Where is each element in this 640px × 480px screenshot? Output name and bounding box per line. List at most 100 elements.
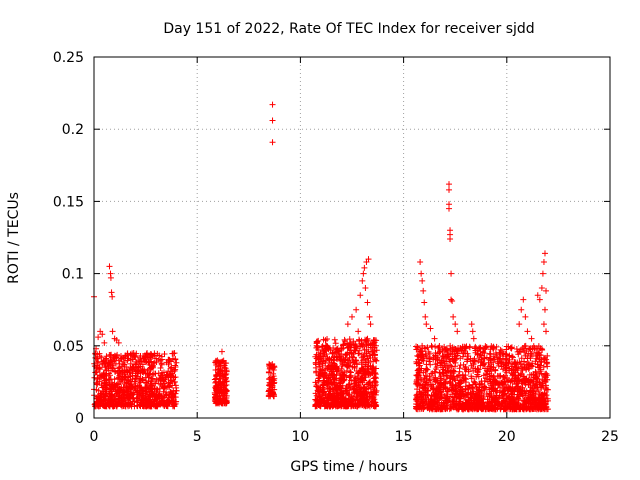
data-point (543, 386, 550, 393)
data-point (362, 385, 369, 392)
data-point (459, 390, 466, 397)
data-point (129, 364, 136, 371)
data-point (369, 393, 376, 400)
data-point (360, 369, 367, 376)
data-point (136, 382, 143, 389)
data-point (413, 358, 420, 365)
data-point (418, 357, 425, 364)
data-point (171, 390, 178, 397)
data-point (151, 398, 158, 405)
data-point (539, 347, 546, 354)
data-point (462, 345, 469, 352)
data-point (447, 378, 454, 385)
data-point (536, 401, 543, 408)
data-point (133, 389, 140, 396)
data-point (329, 349, 336, 356)
data-point (151, 360, 158, 367)
data-point (341, 402, 348, 409)
data-point (122, 373, 129, 380)
data-point (135, 397, 142, 404)
data-point (417, 259, 424, 266)
data-point (473, 404, 480, 411)
grid-lines (94, 57, 610, 418)
x-tick-label: 10 (291, 429, 309, 445)
data-point (215, 388, 222, 395)
data-point (531, 345, 538, 352)
data-point (487, 346, 494, 353)
data-point (423, 366, 430, 373)
data-point (129, 401, 136, 408)
data-point (317, 366, 324, 373)
data-point (324, 336, 331, 343)
data-point (425, 349, 432, 356)
data-point (161, 350, 168, 357)
data-point (157, 364, 164, 371)
data-point (331, 392, 338, 399)
data-point (470, 399, 477, 406)
data-point (321, 399, 328, 406)
data-point (131, 354, 138, 361)
data-point (323, 375, 330, 382)
data-point (359, 277, 366, 284)
data-point (420, 287, 427, 294)
data-point (336, 354, 343, 361)
data-point (462, 366, 469, 373)
data-point (527, 384, 534, 391)
data-point (465, 389, 472, 396)
data-point (211, 395, 218, 402)
data-points (91, 101, 552, 413)
data-point (315, 378, 322, 385)
data-point (537, 400, 544, 407)
data-point (453, 352, 460, 359)
data-point (372, 381, 379, 388)
data-point (373, 357, 380, 364)
data-point (371, 403, 378, 410)
data-point (447, 345, 454, 352)
data-point (419, 277, 426, 284)
data-point (358, 354, 365, 361)
data-point (139, 376, 146, 383)
data-point (340, 341, 347, 348)
data-point (447, 235, 454, 242)
data-point (102, 388, 109, 395)
chart-title: Day 151 of 2022, Rate Of TEC Index for r… (163, 21, 534, 37)
data-point (160, 388, 167, 395)
data-point (157, 372, 164, 379)
data-point (222, 386, 229, 393)
data-point (313, 402, 320, 409)
data-point (220, 379, 227, 386)
data-point (132, 353, 139, 360)
data-point (522, 313, 529, 320)
data-point (212, 384, 219, 391)
data-point (418, 270, 425, 277)
data-point (318, 355, 325, 362)
data-point (481, 361, 488, 368)
data-point (452, 321, 459, 328)
data-point (332, 394, 339, 401)
data-point (468, 373, 475, 380)
data-point (107, 397, 114, 404)
data-point (361, 356, 368, 363)
x-tick-label: 25 (601, 429, 619, 445)
data-point (348, 393, 355, 400)
data-point (171, 378, 178, 385)
data-point (436, 388, 443, 395)
data-point (363, 394, 370, 401)
data-point (449, 298, 456, 305)
data-point (506, 395, 513, 402)
data-point (434, 395, 441, 402)
data-point (523, 365, 530, 372)
data-point (116, 367, 123, 374)
data-point (518, 355, 525, 362)
data-point (462, 376, 469, 383)
data-point (503, 355, 510, 362)
data-point (529, 350, 536, 357)
data-point (438, 406, 445, 413)
data-point (132, 383, 139, 390)
data-point (93, 355, 100, 362)
data-point (495, 401, 502, 408)
data-point (109, 383, 116, 390)
data-point (337, 380, 344, 387)
data-point (123, 385, 130, 392)
data-point (215, 385, 222, 392)
